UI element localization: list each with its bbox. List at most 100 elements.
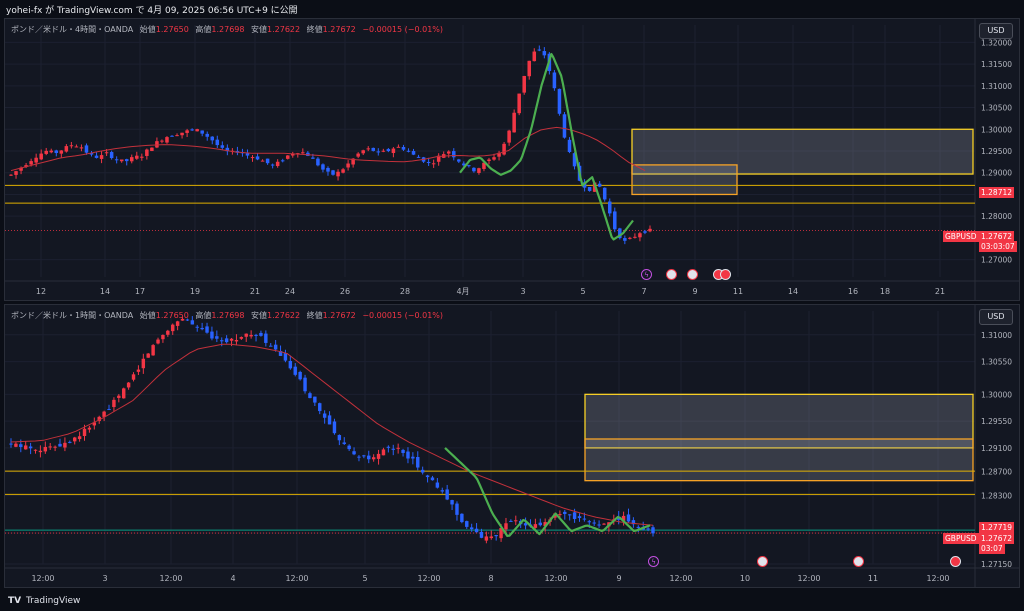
time-tick-label: 11 [733,287,743,296]
chart-1h-canvas[interactable]: 1.31000 1.30550 1.30000 1.29550 1.29100 1.287… [5,305,1019,587]
candle-body [68,441,72,443]
us-flag-icon[interactable] [853,556,864,567]
candle-body [170,135,174,137]
price-tick-label: 1.30500 [981,104,1012,113]
legend-open-label: 始値 [139,311,156,320]
candle-body [557,88,562,114]
candle-body [643,231,647,233]
candle-body [29,161,33,165]
uk-flag-icon[interactable] [950,556,961,567]
candle-body [220,340,224,342]
chart-4h-canvas[interactable]: 1.32000 1.31500 1.31000 1.30500 1.30000 1.295… [5,19,1019,300]
candle-body [597,524,601,526]
candle-body [122,388,126,399]
time-tick-label: 12:00 [159,574,182,583]
candle-body [260,160,265,162]
candle-body [126,382,131,388]
lightning-event-icon[interactable]: ϟ [648,556,659,567]
candle-body [102,411,106,417]
publish-header: yohei-fx が TradingView.com で 4月 09, 2025… [0,0,1024,17]
candle-body [602,187,607,200]
candle-body [386,149,391,152]
price-tick-label: 1.31000 [981,82,1012,91]
candle-body [291,153,295,156]
us-flag-icon[interactable] [687,269,698,280]
legend-title: ポンド／米ドル・1時間・OANDA [11,311,134,320]
candle-body [465,521,469,527]
candle-body [119,159,124,162]
candle-body [280,160,285,162]
time-tick-label: 21 [250,287,260,296]
candle-body [567,514,572,516]
time-tick-label: 12:00 [797,574,820,583]
currency-button[interactable]: USD [979,309,1013,325]
candle-body [651,527,655,534]
candle-body [636,526,641,528]
candle-body [482,162,486,169]
candle-body [648,228,652,232]
countdown-tag: 03:07 [979,543,1005,554]
currency-button[interactable]: USD [979,23,1013,39]
candle-body [146,353,150,358]
candle-body [494,535,498,537]
uk-flag-icon[interactable] [720,269,731,280]
time-tick-label: 11 [868,574,878,583]
lightning-event-icon[interactable]: ϟ [641,269,652,280]
candle-body [327,415,332,425]
candle-body [572,512,577,519]
legend-change: −0.00015 (−0.01%) [362,311,443,320]
candle-body [224,338,229,343]
candle-body [502,143,506,155]
candle-body [150,147,154,151]
candle-body [99,155,104,159]
candle-body [283,353,288,361]
supply-zone-box [584,438,974,482]
us-flag-icon[interactable] [757,556,768,567]
time-tick-label: 3 [102,574,107,583]
candle-body [396,447,400,449]
chart-panel-1h[interactable]: 1.31000 1.30550 1.30000 1.29550 1.29100 1.287… [4,304,1020,588]
candle-body [592,522,596,524]
candle-body [346,163,350,168]
candle-body [151,345,155,356]
us-flag-icon[interactable] [666,269,677,280]
candle-body [270,164,275,166]
candle-body [131,374,136,380]
candle-body [391,148,396,154]
candle-body [205,133,209,137]
last-price-tag: 1.27672 [979,231,1015,242]
candle-body [425,475,430,478]
candle-body [426,161,431,163]
legend-close-value: 1.27672 [322,25,356,34]
candle-body [538,522,542,526]
candle-body [145,149,149,156]
candle-body [467,165,471,167]
candle-body [72,437,77,442]
chart-panel-4h[interactable]: 1.32000 1.31500 1.31000 1.30500 1.30000 1.295… [4,18,1020,301]
time-tick-label: 3 [520,287,525,296]
time-tick-label: 17 [135,287,145,296]
time-tick-label: 12:00 [669,574,692,583]
legend-open-value: 1.27650 [155,311,189,320]
candle-body [136,369,141,372]
time-tick-label: 28 [400,287,410,296]
candle-body [321,164,325,170]
candle-body [14,171,18,175]
candle-body [313,396,317,403]
candle-body [112,399,116,408]
price-tick-label: 1.32000 [981,38,1012,47]
price-tick-label: 1.29000 [981,169,1012,178]
candle-body [318,403,322,412]
candle-body [54,150,59,154]
price-tick-label: 1.30000 [981,125,1012,134]
candle-body [140,156,144,158]
tradingview-logo-icon: TV [8,596,22,606]
last-price-tag: 1.27672 [979,533,1015,544]
time-tick-label: 12:00 [31,574,54,583]
candle-body [542,51,547,56]
candle-body [58,443,62,447]
candle-body [602,523,606,525]
candle-body [161,334,165,340]
candle-body [628,237,632,239]
candle-body [77,436,82,440]
